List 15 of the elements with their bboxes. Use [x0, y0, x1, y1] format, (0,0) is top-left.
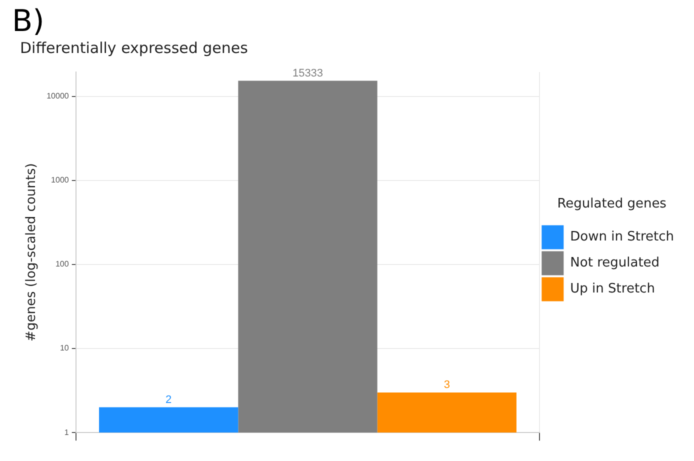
y-tick-label: 1000 [51, 176, 70, 185]
data-label: 3 [444, 379, 450, 392]
text: B) [12, 4, 44, 39]
legend-label: Up in Stretch [570, 282, 655, 297]
data-label: 2 [166, 394, 172, 406]
data-label: 15333 [292, 67, 324, 80]
y-tick-label: 1 [64, 428, 70, 437]
chart-title: Differentially expressed genes [20, 38, 248, 57]
legend-label: Down in Stretch [570, 230, 674, 245]
y-tick-label: 100 [55, 260, 70, 269]
y-tick-label: 10 [60, 344, 70, 353]
y-axis-title: #genes (log-scaled counts) [24, 163, 40, 342]
y-tick-label: 10000 [46, 92, 70, 101]
legend-label: Not regulated [570, 256, 660, 271]
legend-title: Regulated genes [557, 196, 667, 212]
